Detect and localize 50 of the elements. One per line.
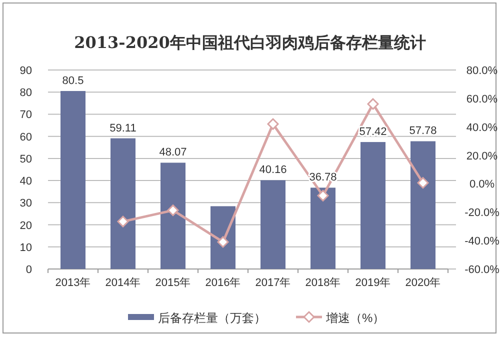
x-tick-label: 2014年: [105, 277, 141, 289]
x-tick-label: 2016年: [205, 277, 241, 289]
data-label: 59.11: [110, 122, 136, 134]
bar: [260, 180, 286, 269]
legend-label: 后备存栏量（万套）: [158, 311, 266, 325]
bar: [310, 188, 336, 269]
x-tick-label: 2020年: [405, 277, 441, 289]
point: [317, 190, 329, 202]
x-tick-label: 2018年: [305, 277, 341, 289]
y-tick-label: 90: [20, 65, 32, 77]
data-label: 40.16: [259, 164, 287, 176]
x-tick-label: 2019年: [355, 277, 391, 289]
x-tick-label: 2013年: [55, 277, 91, 289]
data-label: 57.42: [359, 126, 387, 138]
bar: [110, 138, 136, 269]
point: [217, 236, 229, 248]
y-tick-label: 10: [20, 242, 32, 254]
point: [167, 204, 179, 216]
x-tick-label: 2017年: [255, 277, 291, 289]
y2-tick-label: -20.0%: [464, 207, 500, 220]
bar: [160, 162, 186, 269]
data-label: 48.07: [159, 146, 187, 159]
y2-tick-label: 20.0%: [466, 150, 498, 162]
y2-tick-label: 60.0%: [466, 93, 498, 106]
y-tick-label: 20: [20, 220, 32, 232]
point: [417, 177, 429, 189]
y-tick-label: 80: [20, 87, 32, 100]
y2-tick-label: 0.0%: [469, 178, 495, 191]
y-tick-label: 50: [20, 153, 32, 166]
point: [267, 118, 279, 130]
point: [117, 216, 129, 228]
y-tick-label: 30: [20, 198, 32, 210]
y-tick-label: 60: [20, 131, 32, 144]
data-label: 36.78: [309, 172, 337, 184]
y2-tick-label: 40.0%: [466, 122, 498, 134]
bar: [410, 141, 436, 269]
data-label: 80.5: [62, 75, 84, 88]
y2-tick-label: 80.0%: [466, 65, 498, 77]
y2-tick-label: -40.0%: [464, 236, 500, 248]
bar: [360, 142, 386, 269]
point: [367, 98, 379, 110]
y-tick-label: 70: [20, 109, 32, 122]
bar: [60, 91, 86, 269]
y-tick-label: 0: [26, 264, 32, 276]
y2-tick-label: -60.0%: [464, 264, 500, 276]
chart-title: 2013-2020年中国祖代白羽肉鸡后备存栏量统计: [74, 33, 426, 52]
legend-label: 增速（%）: [325, 311, 385, 325]
x-tick-label: 2015年: [155, 277, 191, 289]
data-label: 57.78: [409, 125, 437, 138]
y-tick-label: 40: [20, 176, 32, 188]
